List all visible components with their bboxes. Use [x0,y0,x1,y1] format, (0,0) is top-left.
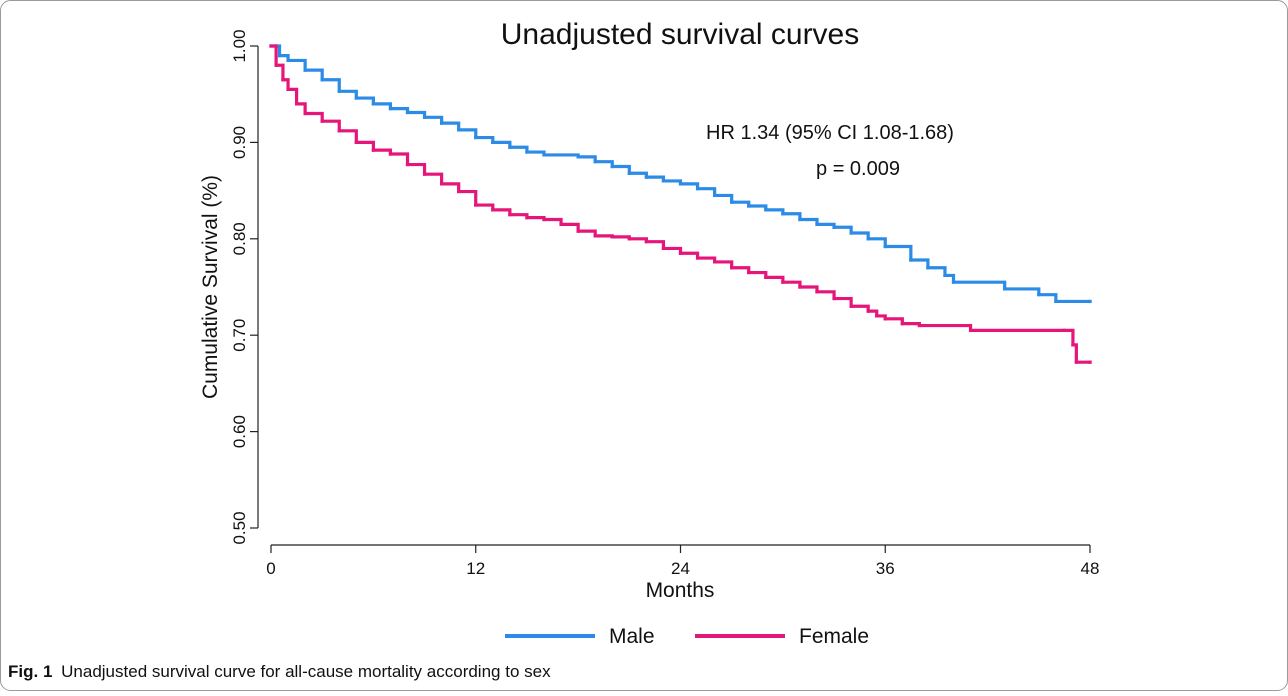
curve-step [269,44,278,67]
curve-step [1037,293,1058,304]
caption-label: Fig. 1 [8,662,52,681]
y-tick-label: 0.90 [230,126,249,159]
curve-step [286,58,307,72]
curve-step [440,121,461,132]
y-axis-label: Cumulative Survival (%) [199,175,222,399]
curve-step [951,280,1007,291]
curve-step [678,251,700,260]
curve-step [943,273,956,284]
annotation: p = 0.009 [816,158,900,180]
chart-title: Unadjusted survival curves [501,18,860,51]
curve-step [849,304,870,313]
curve-step [277,54,290,63]
curve-step [815,290,836,301]
curve-step [832,225,853,235]
curve-step [294,102,307,116]
curve-step [354,140,375,152]
curve-step [576,229,597,238]
curve-step [866,309,879,318]
curve-step [388,152,410,167]
curve-step [474,135,495,144]
curve-step [422,172,444,186]
x-tick-label: 24 [671,559,690,578]
curve-step [508,145,529,154]
y-tick-label: 0.60 [230,415,249,448]
curve-step [491,208,512,217]
curve-step [286,87,299,106]
curve-step [457,189,478,207]
curve-step [644,240,666,251]
curve-step [422,115,444,125]
curve-step [559,222,580,233]
x-axis-label: Months [646,579,715,602]
curve-step [730,266,751,275]
curve-step [457,128,478,140]
curve-step [926,266,947,278]
curve-step [320,119,341,133]
legend-label: Female [799,625,869,648]
caption: Fig. 1 Unadjusted survival curve for all… [8,662,551,681]
curve-step [917,323,973,332]
curve-step [1003,287,1041,297]
curve-step [542,217,563,226]
annotation: HR 1.34 (95% CI 1.08-1.68) [706,122,954,144]
curve-step [1062,328,1075,347]
curve-step [303,111,324,123]
curve-step [337,89,358,100]
curve-step [883,317,904,326]
curve-step [354,96,375,106]
curve-step [661,246,683,255]
x-tick-label: 0 [266,559,275,578]
curve-step [909,258,930,270]
x-tick-label: 36 [876,559,895,578]
curve-step [405,110,427,119]
curve-step [678,182,700,191]
curve-step [474,203,495,212]
curve-step [747,270,768,279]
curve-step [798,285,819,294]
curve-step [320,78,341,93]
curve-step [371,102,393,111]
curve-step [781,212,802,222]
curve-step [610,164,631,175]
curve-step [593,160,614,169]
y-tick-label: 0.80 [230,222,249,255]
survival-curve [269,44,1092,304]
y-tick-label: 0.70 [230,319,249,352]
curve-step [405,162,427,176]
curve-step [781,280,802,289]
curve-step [695,187,717,198]
curve-step [883,244,913,262]
y-tick-label: 1.00 [230,29,249,62]
x-tick-label: 48 [1081,559,1100,578]
curve-step [274,63,285,82]
x-tick-label: 12 [466,559,485,578]
survival-curve [269,44,1092,364]
curve-step [713,193,734,204]
curve-step [440,182,461,194]
curve-step [764,275,785,284]
curve-step [303,68,324,82]
curve-step [491,140,512,149]
curve-step [337,129,358,144]
curve-step [798,217,819,226]
curve-step [1071,343,1078,364]
curve-step [713,260,734,270]
curve-step [281,78,290,91]
curve-step [576,155,597,164]
caption-text: Unadjusted survival curve for all-cause … [61,662,551,681]
curve-step [849,231,870,241]
y-tick-label: 0.50 [230,511,249,544]
curve-step [866,237,887,249]
legend-label: Male [609,625,655,648]
curve-step [832,296,853,308]
curve-step [593,234,614,239]
